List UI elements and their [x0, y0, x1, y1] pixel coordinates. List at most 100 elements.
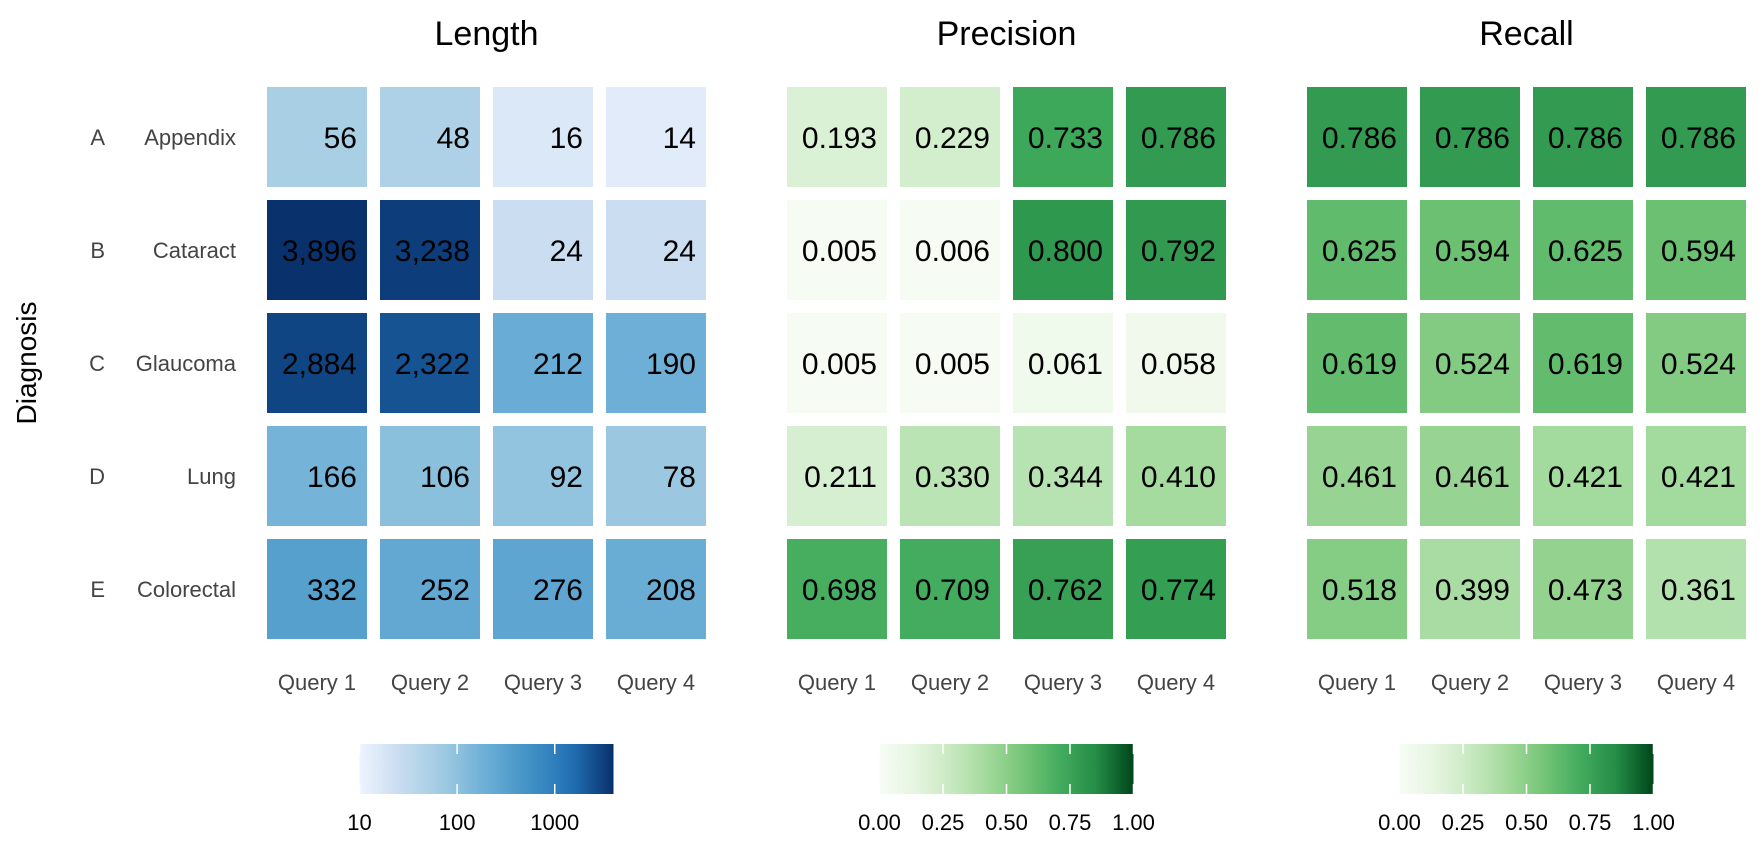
heatmap-cell: [1126, 200, 1226, 300]
legend-tick-label: 0.00: [1378, 810, 1421, 835]
cell-value-label: 0.410: [1141, 461, 1216, 494]
cell-value-label: 0.786: [1661, 122, 1736, 155]
legend-precision: 0.00 0.25 0.50 0.75 1.00: [858, 744, 1155, 835]
cell-value-label: 3,896: [282, 235, 357, 268]
cell-value-label: 56: [324, 122, 357, 155]
cell-value-label: 0.518: [1322, 574, 1397, 607]
heatmap-cell: [1307, 87, 1407, 187]
legend-length: 10 100 1000: [347, 744, 614, 835]
cell-value-label: 0.211: [804, 461, 877, 494]
cell-value-label: 2,322: [395, 348, 470, 381]
heatmap-cell: [493, 426, 593, 526]
cell-value-label: 0.421: [1661, 461, 1736, 494]
cell-value-label: 252: [420, 574, 470, 607]
cell-value-label: 0.625: [1548, 235, 1623, 268]
row-letter: D: [89, 464, 105, 489]
panel-title: Length: [435, 15, 539, 53]
panel-recall: Recall 0.786 0.786 0.786 0.786 0.625 0.594 0.62…: [1307, 15, 1746, 835]
heatmap-cell: [1646, 539, 1746, 639]
panel-title: Recall: [1479, 15, 1573, 53]
heatmap-cell: [1013, 87, 1113, 187]
cell-value-label: 0.399: [1435, 574, 1510, 607]
heatmap-cell: [267, 200, 367, 300]
legend-tick-label: 0.75: [1049, 810, 1092, 835]
cell-value-label: 0.733: [1028, 122, 1103, 155]
heatmap-cell: [606, 539, 706, 639]
cell-value-label: 24: [550, 235, 583, 268]
heatmap-cell: [380, 87, 480, 187]
heatmap-cell: [1533, 313, 1633, 413]
cell-value-label: 0.361: [1661, 574, 1736, 607]
legend-tick-label: 0.25: [922, 810, 965, 835]
row-name: Glaucoma: [136, 351, 237, 376]
heatmap-cell: [493, 87, 593, 187]
row-name: Lung: [187, 464, 236, 489]
column-label: Query 4: [1137, 670, 1215, 695]
row-label-appendix: A Appendix: [90, 125, 236, 150]
heatmap-cell: [1420, 200, 1520, 300]
cell-value-label: 0.709: [915, 574, 990, 607]
cell-value-label: 3,238: [395, 235, 470, 268]
heatmap-cell: [380, 200, 480, 300]
cell-value-label: 78: [663, 461, 696, 494]
row-letter: C: [89, 351, 105, 376]
cell-value-label: 0.473: [1548, 574, 1623, 607]
heatmap-cell: [606, 313, 706, 413]
cell-value-label: 332: [307, 574, 357, 607]
cell-value-label: 48: [437, 122, 470, 155]
cell-value-label: 0.193: [802, 122, 877, 155]
column-label: Query 1: [278, 670, 356, 695]
cell-value-label: 0.524: [1435, 348, 1510, 381]
legend-tick-label: 1000: [530, 810, 579, 835]
heatmap-cell: [1013, 313, 1113, 413]
cell-value-label: 0.005: [915, 348, 990, 381]
legend-colorbar: [359, 744, 614, 794]
legend-tick-label: 0.75: [1569, 810, 1612, 835]
cell-value-label: 2,884: [282, 348, 357, 381]
legend-tick-label: 10: [347, 810, 371, 835]
panel-precision: Precision 0.193 0.229 0.733 0.786 0.005 0.006 0…: [787, 15, 1226, 835]
heatmap-cell: [606, 426, 706, 526]
cell-value-label: 276: [533, 574, 583, 607]
cell-value-label: 208: [646, 574, 696, 607]
cell-value-label: 0.698: [802, 574, 877, 607]
legend-tick-label: 1.00: [1632, 810, 1675, 835]
legend-tick-label: 1.00: [1112, 810, 1155, 835]
cell-value-label: 0.762: [1028, 574, 1103, 607]
heatmap-cell: [1013, 539, 1113, 639]
heatmap-cell: [1646, 87, 1746, 187]
heatmap-cell: [787, 200, 887, 300]
cell-value-label: 0.774: [1141, 574, 1216, 607]
y-axis-title: Diagnosis: [11, 302, 42, 425]
heatmap-cell: [380, 313, 480, 413]
cell-value-label: 0.229: [915, 122, 990, 155]
heatmap-cell: [267, 313, 367, 413]
heatmap-cell: [493, 200, 593, 300]
cell-value-label: 0.421: [1548, 461, 1623, 494]
heatmap-cell: [1646, 426, 1746, 526]
cell-value-label: 106: [420, 461, 470, 494]
heatmap-cell: [1307, 539, 1407, 639]
heatmap-cell: [900, 200, 1000, 300]
row-letter: A: [90, 125, 105, 150]
cell-value-label: 0.786: [1322, 122, 1397, 155]
cell-value-label: 0.594: [1435, 235, 1510, 268]
cell-value-label: 0.786: [1435, 122, 1510, 155]
cell-value-label: 0.786: [1141, 122, 1216, 155]
heatmap-cell: [1013, 426, 1113, 526]
heatmap-cell: [787, 87, 887, 187]
heatmap-cell: [1533, 200, 1633, 300]
column-label: Query 1: [798, 670, 876, 695]
cell-value-label: 0.461: [1322, 461, 1397, 494]
cell-value-label: 190: [646, 348, 696, 381]
cell-value-label: 166: [307, 461, 357, 494]
heatmap-cell: [1420, 313, 1520, 413]
cell-value-label: 14: [663, 122, 696, 155]
heatmap-cell: [1533, 539, 1633, 639]
heatmap-cell: [1013, 200, 1113, 300]
heatmap-cell: [1307, 200, 1407, 300]
heatmap-cell: [1646, 200, 1746, 300]
cell-value-label: 0.800: [1028, 235, 1103, 268]
row-letter: B: [90, 238, 105, 263]
